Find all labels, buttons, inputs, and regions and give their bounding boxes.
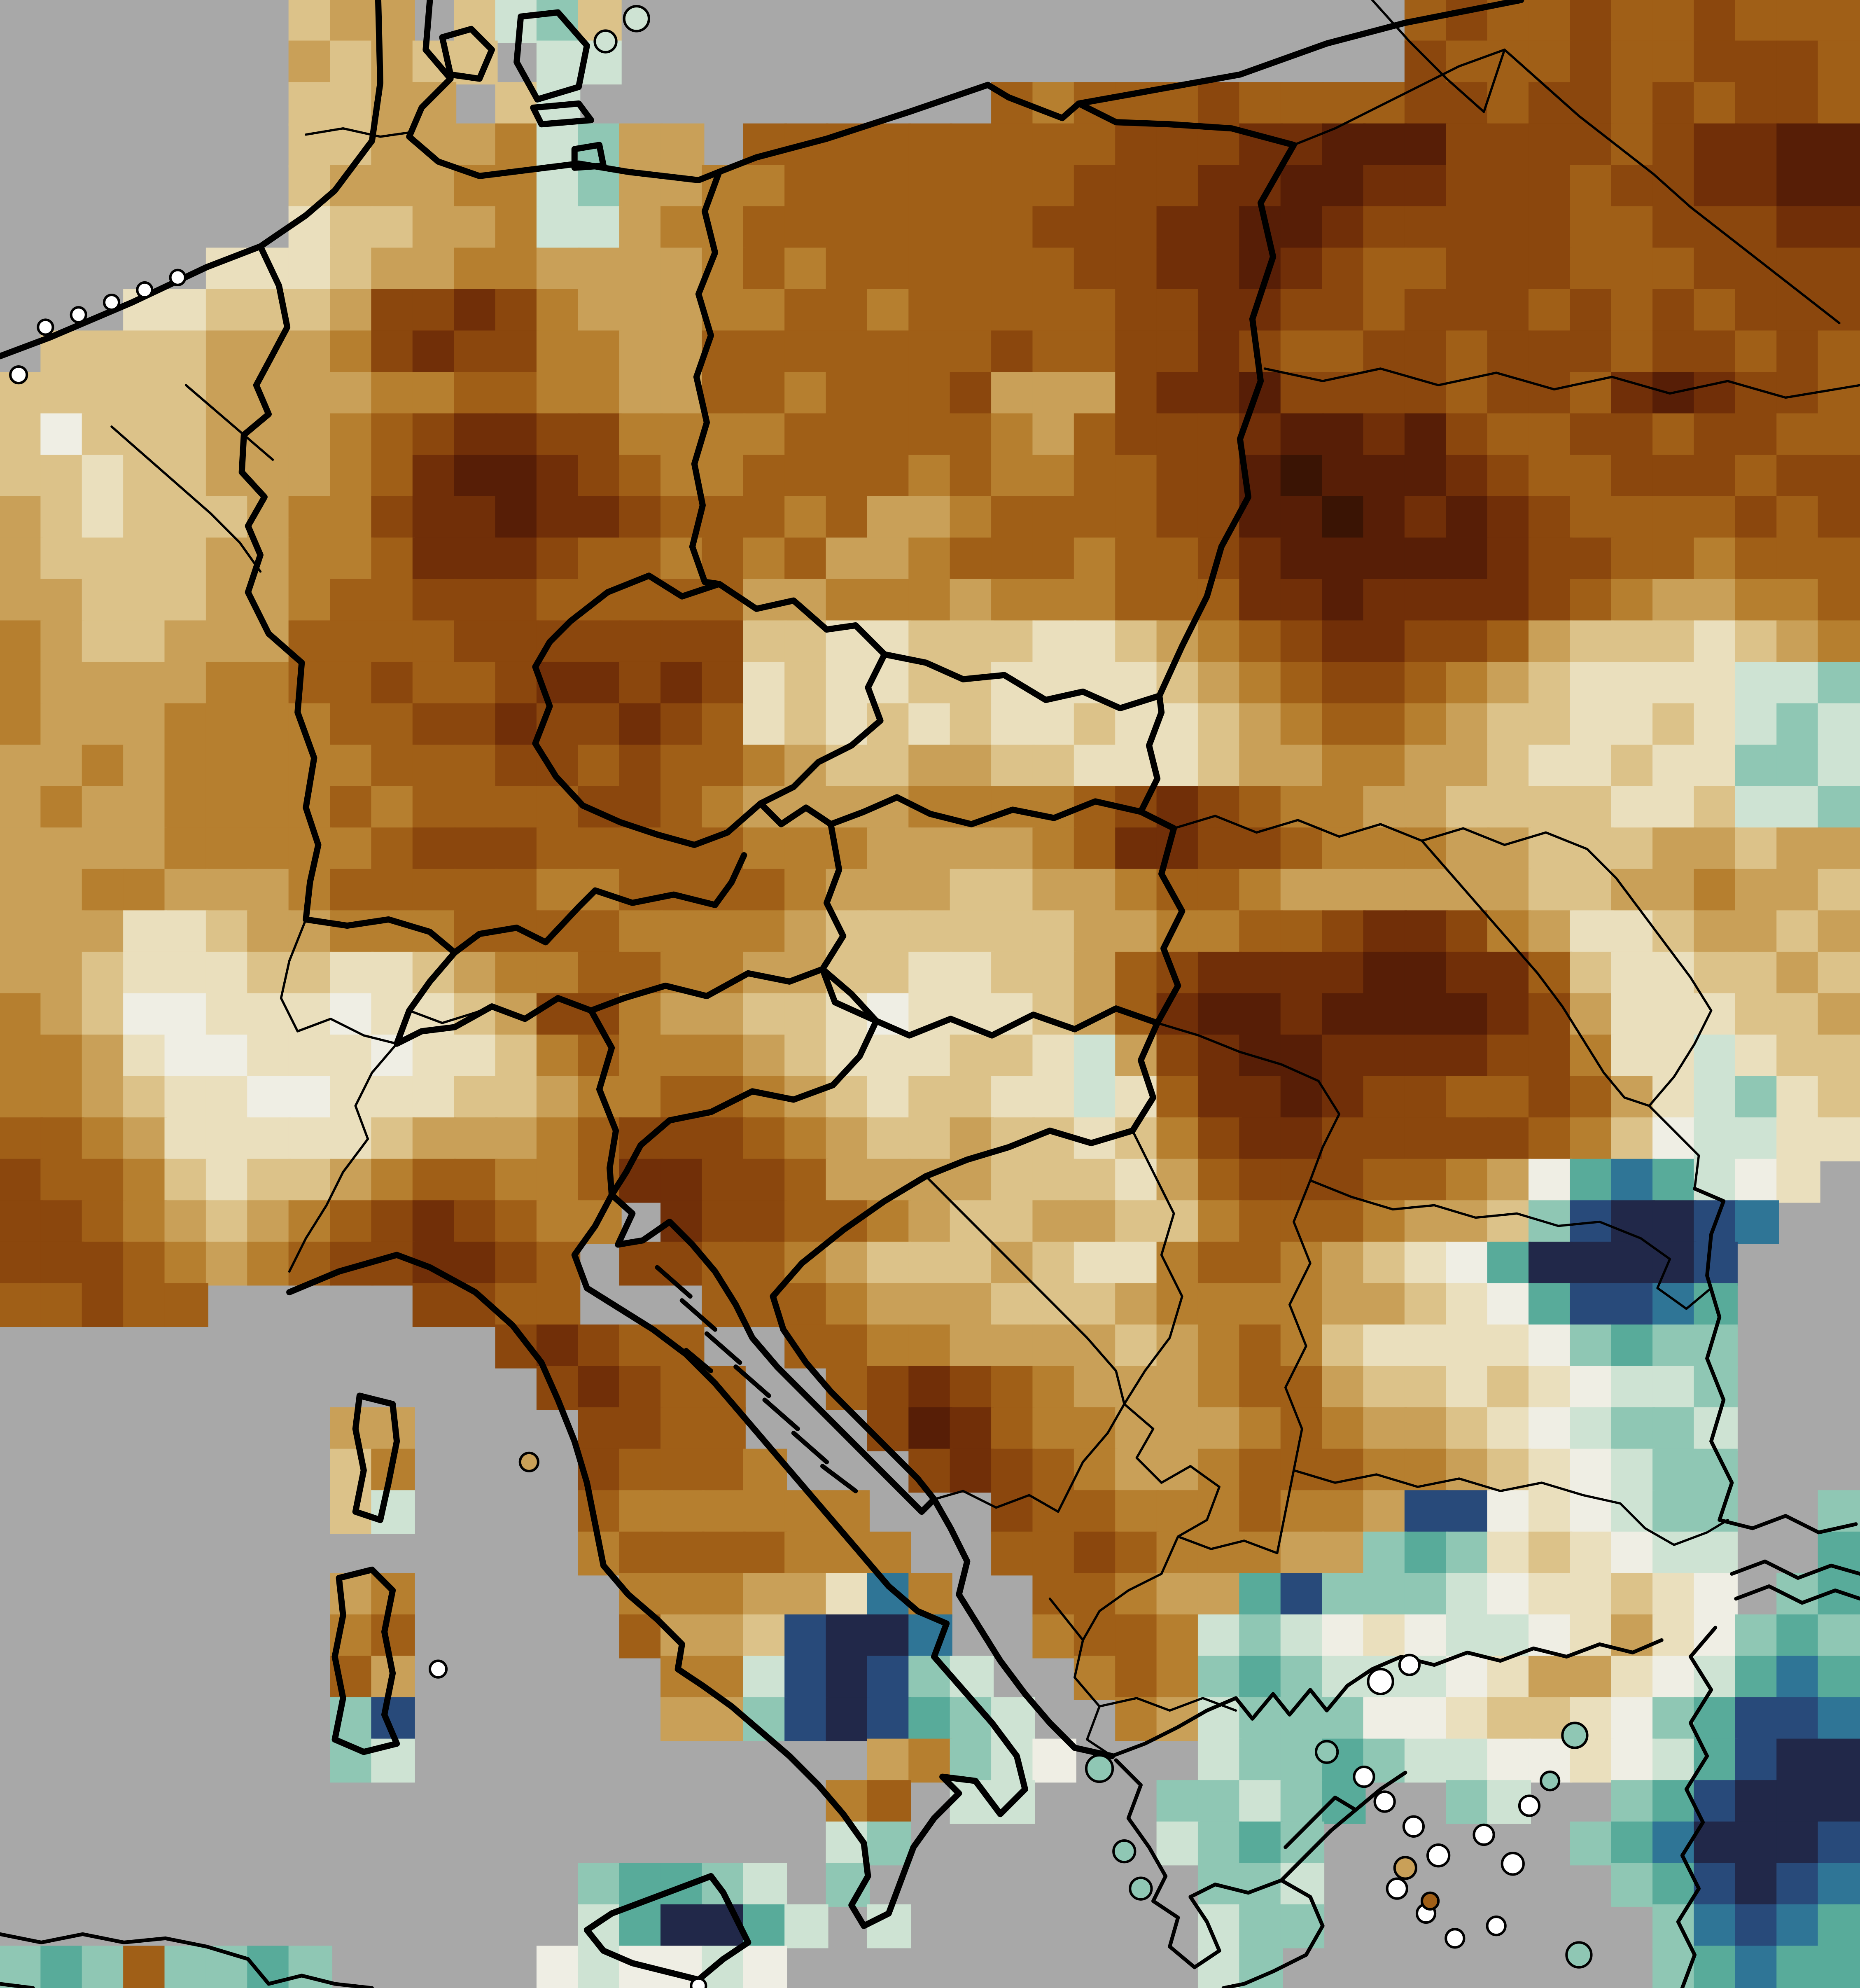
coastlines-south bbox=[0, 1187, 1860, 1988]
country-borders-thin bbox=[110, 0, 1860, 1757]
coastlines-and-borders-thick bbox=[0, 0, 1524, 1983]
coastal-island-strokes bbox=[655, 1265, 858, 1493]
island-dots bbox=[9, 5, 1593, 1988]
